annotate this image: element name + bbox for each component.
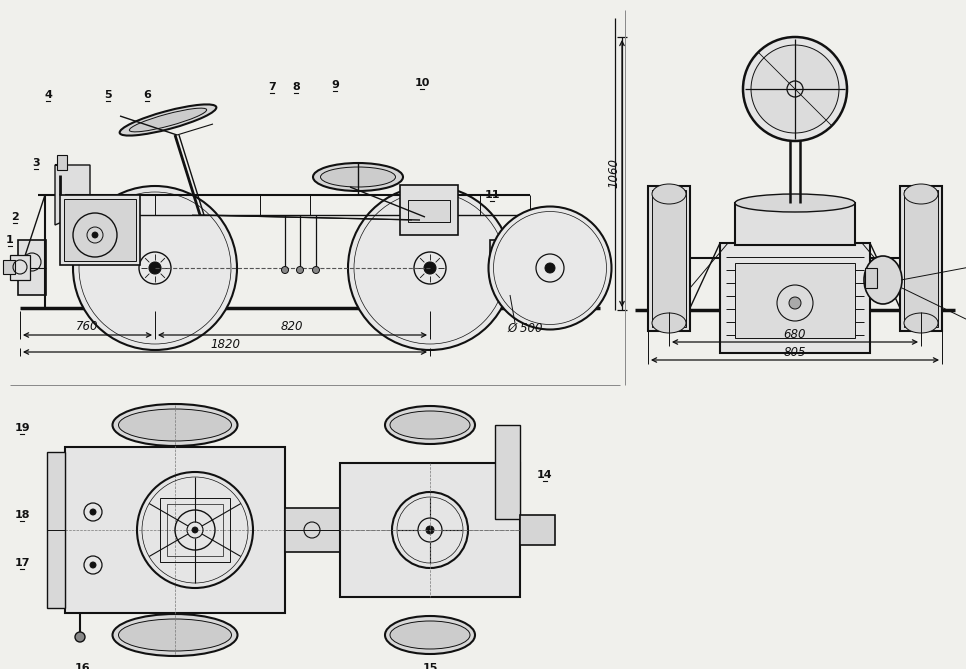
Bar [3,260,15,274]
Ellipse shape [119,619,232,651]
Circle shape [192,527,198,533]
Ellipse shape [385,406,475,444]
Bar [865,268,877,288]
Text: 16: 16 [75,663,91,669]
Text: 17: 17 [14,558,30,568]
Ellipse shape [735,194,855,212]
Bar [735,203,855,245]
Bar [720,243,870,353]
Text: 760: 760 [75,320,99,334]
Text: 6: 6 [143,90,151,100]
Bar [495,425,520,519]
Text: 7: 7 [269,82,276,92]
Bar [900,186,942,331]
Bar [652,190,686,327]
Ellipse shape [390,411,470,439]
Ellipse shape [112,614,238,656]
Bar [495,246,535,274]
Circle shape [426,526,434,534]
Circle shape [751,45,839,133]
Bar [167,504,223,556]
Bar [735,263,855,338]
Circle shape [789,297,801,309]
Bar [904,190,938,327]
Text: 5: 5 [104,90,112,100]
Ellipse shape [904,184,938,204]
Bar [648,186,690,331]
Circle shape [92,232,98,238]
Bar [490,240,540,280]
Bar [60,195,140,265]
Bar [10,255,30,280]
Circle shape [73,186,237,350]
Text: 4: 4 [44,90,52,100]
Text: 1: 1 [6,235,14,245]
Circle shape [297,266,303,274]
Bar [400,185,458,235]
Text: 680: 680 [783,328,807,341]
Circle shape [743,37,847,141]
Circle shape [545,263,555,273]
Ellipse shape [904,313,938,333]
Bar [57,155,67,170]
Circle shape [312,266,320,274]
Bar [520,515,555,545]
Ellipse shape [321,167,395,187]
Circle shape [75,632,85,642]
Ellipse shape [112,404,238,446]
Ellipse shape [129,108,207,132]
Text: Ø 500: Ø 500 [507,322,543,334]
Circle shape [90,562,96,568]
Text: 820: 820 [281,320,303,334]
Bar [65,447,285,613]
Text: 18: 18 [14,510,30,520]
Ellipse shape [390,621,470,649]
Bar [47,452,65,608]
Circle shape [424,262,436,274]
Bar [160,498,230,562]
Text: 15: 15 [422,663,438,669]
Ellipse shape [313,163,403,191]
Circle shape [149,262,161,274]
Text: 3: 3 [32,158,40,168]
Ellipse shape [864,256,902,304]
Circle shape [90,509,96,515]
Text: 9: 9 [331,80,339,90]
Polygon shape [55,165,90,225]
Circle shape [348,186,512,350]
Circle shape [489,207,611,330]
Ellipse shape [652,184,686,204]
Ellipse shape [652,313,686,333]
Text: 1820: 1820 [210,337,240,351]
Text: 10: 10 [414,78,430,88]
Text: 19: 19 [14,423,30,433]
Bar [340,463,520,597]
Ellipse shape [385,616,475,654]
Ellipse shape [119,409,232,441]
Text: 14: 14 [537,470,553,480]
Circle shape [281,266,289,274]
Text: 2: 2 [12,212,19,222]
Text: 805: 805 [783,347,807,359]
Ellipse shape [120,104,216,136]
Bar [408,200,450,222]
Text: 8: 8 [292,82,299,92]
Text: 1060: 1060 [608,158,620,188]
Text: 11: 11 [484,190,499,200]
Bar [64,199,136,261]
Bar [285,508,340,552]
Bar [18,240,46,295]
